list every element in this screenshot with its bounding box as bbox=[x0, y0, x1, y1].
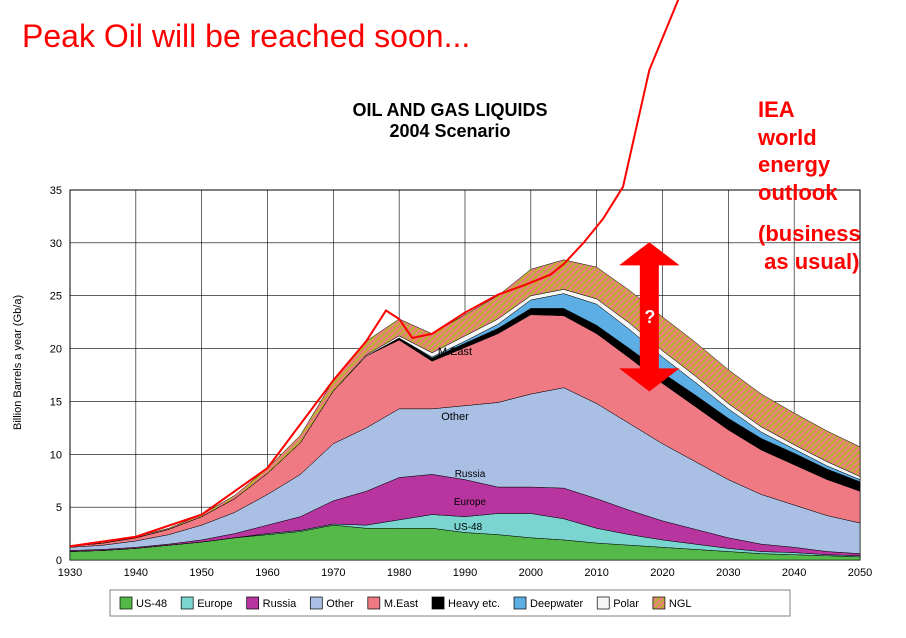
arrow-question-mark: ? bbox=[644, 307, 655, 328]
svg-text:M.East: M.East bbox=[438, 346, 472, 358]
svg-text:US-48: US-48 bbox=[136, 598, 167, 610]
svg-text:Europe: Europe bbox=[454, 497, 487, 508]
headline-text: Peak Oil will be reached soon... bbox=[22, 18, 470, 55]
chart-title: OIL AND GAS LIQUIDS2004 Scenario bbox=[250, 100, 650, 142]
svg-text:1950: 1950 bbox=[189, 567, 213, 579]
svg-text:2050: 2050 bbox=[848, 567, 872, 579]
svg-text:2020: 2020 bbox=[650, 567, 674, 579]
svg-text:25: 25 bbox=[50, 291, 62, 303]
svg-text:1990: 1990 bbox=[453, 567, 477, 579]
iea-label: IEA world energy outlook bbox=[758, 96, 837, 206]
svg-text:30: 30 bbox=[50, 238, 62, 250]
svg-text:US-48: US-48 bbox=[454, 522, 483, 533]
y-axis-label: Billion Barrels a year (Gb/a) bbox=[12, 295, 24, 430]
svg-text:2040: 2040 bbox=[782, 567, 806, 579]
svg-text:Polar: Polar bbox=[613, 598, 639, 610]
svg-text:Russia: Russia bbox=[263, 598, 298, 610]
svg-text:M.East: M.East bbox=[384, 598, 418, 610]
svg-text:1980: 1980 bbox=[387, 567, 411, 579]
svg-text:15: 15 bbox=[50, 396, 62, 408]
svg-text:20: 20 bbox=[50, 344, 62, 356]
svg-text:35: 35 bbox=[50, 185, 62, 197]
svg-text:2000: 2000 bbox=[519, 567, 543, 579]
svg-text:NGL: NGL bbox=[669, 598, 692, 610]
svg-text:Other: Other bbox=[441, 411, 469, 423]
svg-text:Deepwater: Deepwater bbox=[530, 598, 584, 610]
svg-text:Russia: Russia bbox=[455, 469, 486, 480]
svg-text:1940: 1940 bbox=[124, 567, 148, 579]
svg-text:10: 10 bbox=[50, 449, 62, 461]
svg-text:Europe: Europe bbox=[197, 598, 232, 610]
svg-text:Other: Other bbox=[326, 598, 354, 610]
svg-text:2010: 2010 bbox=[584, 567, 608, 579]
svg-text:Heavy etc.: Heavy etc. bbox=[448, 598, 500, 610]
svg-text:1960: 1960 bbox=[255, 567, 279, 579]
svg-text:1970: 1970 bbox=[321, 567, 345, 579]
bau-label: (business as usual) bbox=[758, 220, 861, 275]
svg-text:5: 5 bbox=[56, 502, 62, 514]
svg-text:2030: 2030 bbox=[716, 567, 740, 579]
svg-text:0: 0 bbox=[56, 555, 62, 567]
svg-text:1930: 1930 bbox=[58, 567, 82, 579]
